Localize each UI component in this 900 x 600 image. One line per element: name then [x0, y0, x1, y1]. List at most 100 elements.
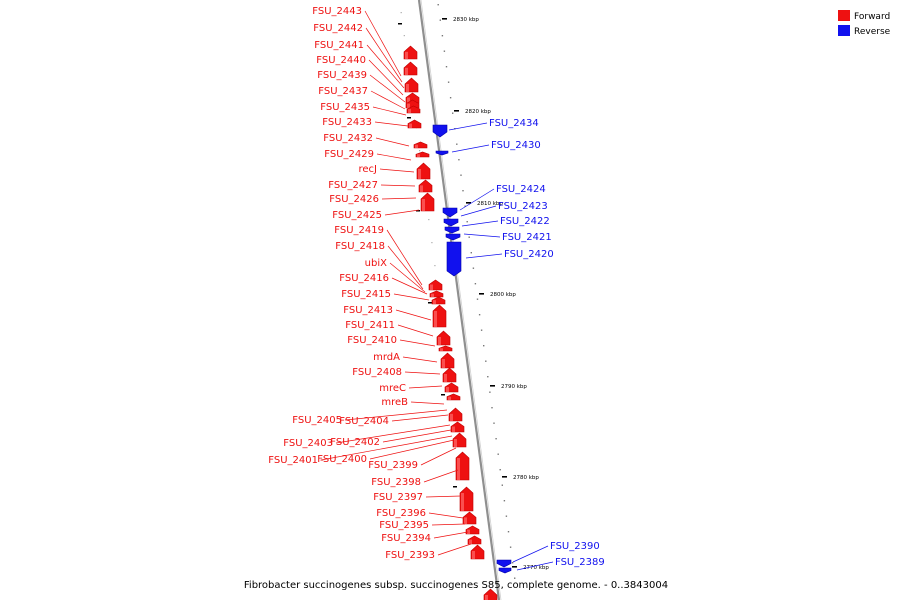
gene-label-fsu-2440: FSU_2440: [316, 55, 366, 66]
forward-gene-leader: [389, 262, 426, 293]
forward-gene-shading: [422, 199, 425, 211]
reverse-gene-arrow: [498, 567, 512, 574]
forward-gene-shading: [450, 413, 453, 421]
forward-gene-shading: [440, 348, 443, 351]
forward-gene-leader: [431, 523, 466, 526]
scale-dot: [400, 12, 402, 14]
forward-gene-leader: [384, 209, 420, 216]
gene-label-fsu-2437: FSU_2437: [318, 86, 368, 97]
tick-mark: [441, 394, 445, 396]
reverse-gene-leader: [463, 233, 501, 238]
reverse-genes-layer: FSU_2434 FSU_2430 FSU_2424 FSU_2423 FSU_2422…: [432, 118, 605, 574]
scale-dot: [460, 174, 462, 176]
forward-gene-leader: [391, 414, 449, 422]
forward-gene-leader: [368, 59, 404, 96]
forward-gene-shading: [434, 311, 437, 327]
scale-dot: [447, 81, 450, 83]
forward-gene-leader: [369, 74, 406, 103]
reverse-gene-arrow: [443, 218, 459, 227]
reverse-gene-arrow: [442, 207, 458, 218]
reverse-gene-leader: [461, 220, 499, 227]
forward-gene-shading: [430, 284, 433, 290]
tick-mark: [479, 293, 484, 295]
forward-gene-shading: [452, 426, 455, 432]
gene-label-fsu-2411: FSU_2411: [345, 320, 395, 331]
reverse-gene-leader: [465, 253, 503, 259]
gene-label-fsu-2394: FSU_2394: [381, 533, 431, 544]
gene-label-fsu-2415: FSU_2415: [341, 289, 391, 300]
forward-gene-shading: [467, 529, 470, 534]
scale-dot: [503, 500, 506, 502]
forward-gene-leader: [369, 439, 455, 460]
gene-label-fsu-2432: FSU_2432: [323, 133, 373, 144]
forward-gene-leader: [420, 447, 457, 466]
forward-gene-leader: [376, 153, 412, 161]
reverse-gene-arrow: [435, 150, 449, 156]
forward-gene-leader: [425, 495, 462, 498]
scale-dot: [462, 190, 464, 192]
forward-gene-leader: [408, 385, 443, 389]
tick-mark: [512, 566, 517, 568]
scale-dot: [443, 50, 446, 52]
scale-dot: [501, 484, 503, 486]
scale-dot: [434, 265, 436, 267]
scale-dot: [509, 546, 512, 548]
scale-dot: [464, 205, 466, 207]
scale-dot: [456, 143, 458, 145]
gene-label-fsu-2435: FSU_2435: [320, 102, 370, 113]
forward-gene-leader: [399, 339, 436, 347]
scale-dot: [489, 391, 491, 393]
scale-dot: [419, 150, 421, 152]
forward-gene-leader: [374, 121, 409, 127]
forward-gene-leader: [370, 90, 406, 110]
gene-label-fsu-2423: FSU_2423: [498, 201, 548, 212]
gene-label-fsu-2401: FSU_2401: [268, 455, 318, 466]
scale-dot: [483, 345, 485, 347]
scale-dot: [439, 19, 441, 21]
backbone-line: [417, 0, 501, 600]
forward-gene-leader: [404, 371, 441, 375]
forward-gene-shading: [433, 300, 436, 304]
forward-gene-leader: [364, 10, 402, 77]
reverse-gene-arrow: [445, 233, 461, 241]
reverse-gene-leader: [460, 205, 497, 217]
forward-gene-shading: [464, 517, 467, 524]
gene-label-fsu-2393: FSU_2393: [385, 550, 435, 561]
scale-dot: [497, 453, 499, 455]
gene-label-fsu-2424: FSU_2424: [496, 184, 546, 195]
gene-label-fsu-2389: FSU_2389: [555, 557, 605, 568]
scale-dot: [514, 577, 516, 579]
forward-gene-leader: [393, 293, 430, 301]
gene-label-fsu-2422: FSU_2422: [500, 216, 550, 227]
gene-label-fsu-2410: FSU_2410: [347, 335, 397, 346]
tick-mark: [442, 18, 447, 20]
scale-dot: [428, 219, 430, 221]
gene-label-mrda: mrdA: [373, 352, 400, 363]
legend-forward-label: Forward: [854, 12, 890, 22]
scale-dot: [474, 283, 477, 285]
forward-gene-leader: [375, 137, 410, 147]
forward-gene-leader: [423, 469, 459, 483]
forward-genes-layer: FSU_2443 FSU_2442 FSU_2441 FSU_2440 FSU_2439…: [268, 6, 498, 600]
gene-label-fsu-2429: FSU_2429: [324, 149, 374, 160]
tick-mark: [416, 210, 420, 212]
scale-dot: [485, 360, 487, 362]
forward-gene-shading: [469, 539, 472, 544]
scale-dot: [487, 376, 489, 378]
forward-gene-leader: [387, 245, 424, 290]
gene-label-fsu-2441: FSU_2441: [314, 40, 364, 51]
tick-label: 2780 kbp: [513, 475, 539, 481]
gene-label-fsu-2408: FSU_2408: [352, 367, 402, 378]
reverse-gene-arrow: [444, 226, 460, 234]
scale-dot: [431, 242, 433, 244]
forward-gene-shading: [409, 123, 412, 128]
gene-label-fsu-2426: FSU_2426: [329, 194, 379, 205]
gene-label-fsu-2396: FSU_2396: [376, 508, 426, 519]
gene-label-fsu-2425: FSU_2425: [332, 210, 382, 221]
tick-label: 2830 kbp: [453, 17, 479, 23]
reverse-gene-leader: [516, 561, 554, 571]
tick-mark: [502, 476, 507, 478]
tick-mark: [490, 385, 495, 387]
forward-gene-shading: [457, 458, 460, 480]
gene-label-fsu-2420: FSU_2420: [504, 249, 554, 260]
